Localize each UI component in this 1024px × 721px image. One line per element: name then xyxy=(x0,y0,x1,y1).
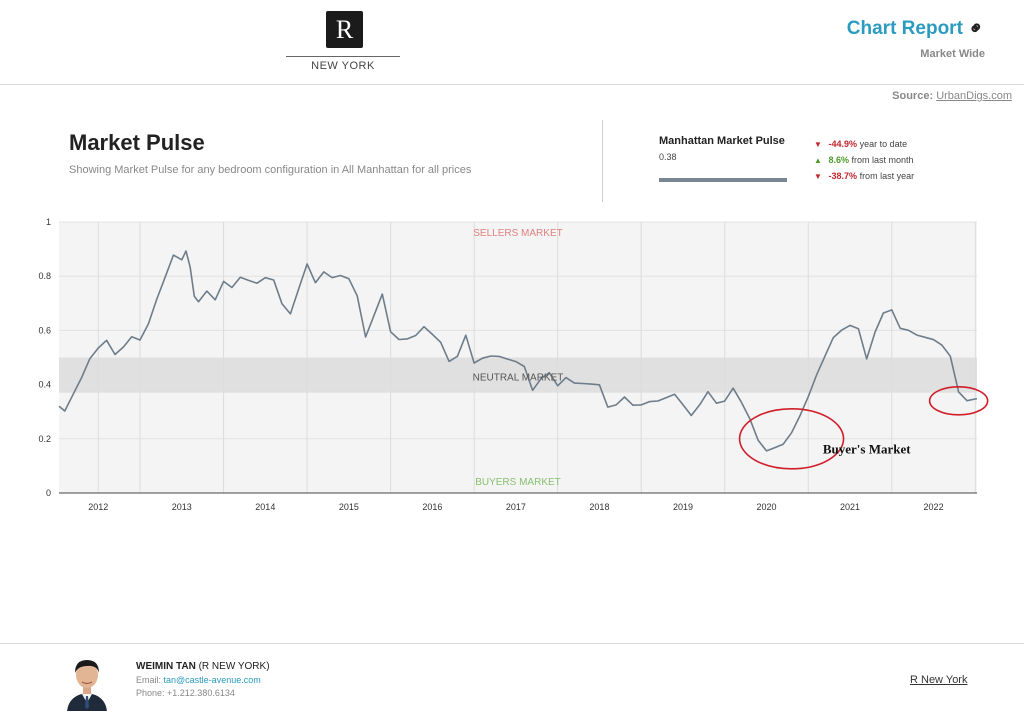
x-tick-label: 2021 xyxy=(840,502,860,512)
agent-name-text: WEIMIN TAN xyxy=(136,661,196,672)
source-link[interactable]: UrbanDigs.com xyxy=(936,90,1012,102)
x-tick-label: 2016 xyxy=(422,502,442,512)
x-tick-label: 2022 xyxy=(924,502,944,512)
sellers-market-label: SELLERS MARKET xyxy=(473,228,562,239)
agent-email: Email: tan@castle-avenue.com xyxy=(136,675,261,685)
change-row: ▼ -38.7% from last year xyxy=(814,171,914,181)
change-value: 8.6% xyxy=(828,155,850,165)
avatar xyxy=(63,651,111,711)
y-tick-label: 1 xyxy=(46,217,51,227)
header-divider xyxy=(0,84,1024,85)
y-tick-label: 0.6 xyxy=(38,325,51,335)
neutral-market-label: NEUTRAL MARKET xyxy=(473,372,564,383)
market-pulse-chart: 0 0.2 0.4 0.6 0.8 1 2012 2013 2014 2015 2016 2017 20… xyxy=(38,217,989,512)
y-tick-label: 0.4 xyxy=(38,380,51,390)
source-label: Source: xyxy=(892,90,934,102)
stat-value: 0.38 xyxy=(659,152,677,162)
change-row: ▲ 8.6% from last month xyxy=(814,155,914,165)
change-label: from last month xyxy=(851,155,914,165)
down-arrow-icon: ▼ xyxy=(814,172,822,181)
agent-name: WEIMIN TAN (R NEW YORK) xyxy=(136,661,270,672)
change-label: from last year xyxy=(859,171,915,181)
buyers-market-label: BUYERS MARKET xyxy=(475,477,561,488)
source-credit: Source: UrbanDigs.com xyxy=(892,90,1012,102)
y-tick-label: 0.2 xyxy=(38,434,51,444)
change-row: ▼ -44.9% year to date xyxy=(814,139,907,149)
agent-phone: Phone: +1.212.380.6134 xyxy=(136,688,235,698)
down-arrow-icon: ▼ xyxy=(814,140,822,149)
brand-website-link[interactable]: R New York xyxy=(910,674,968,686)
page-subtitle: Showing Market Pulse for any bedroom con… xyxy=(69,164,472,176)
summary-divider xyxy=(602,120,603,202)
link-icon[interactable]: ⚭ xyxy=(963,15,989,41)
x-tick-label: 2015 xyxy=(339,502,359,512)
footer-divider xyxy=(0,643,1024,644)
y-tick-label: 0 xyxy=(46,488,51,498)
annotation-circle xyxy=(738,408,845,470)
logo-divider xyxy=(286,56,400,57)
x-tick-label: 2014 xyxy=(255,502,275,512)
report-subtitle: Market Wide xyxy=(920,48,985,60)
logo-city: NEW YORK xyxy=(311,60,375,72)
x-tick-label: 2013 xyxy=(172,502,192,512)
agent-company: (R NEW YORK) xyxy=(198,661,270,672)
email-label: Email: xyxy=(136,675,162,685)
email-link[interactable]: tan@castle-avenue.com xyxy=(163,675,261,685)
series-line xyxy=(58,250,978,452)
x-tick-label: 2020 xyxy=(756,502,776,512)
page-title: Market Pulse xyxy=(69,130,205,155)
annotation-circle xyxy=(928,386,989,416)
report-title: Chart Report xyxy=(846,18,963,39)
x-tick-label: 2017 xyxy=(506,502,526,512)
change-value: -38.7% xyxy=(828,171,858,181)
stat-bar xyxy=(659,178,787,182)
up-arrow-icon: ▲ xyxy=(814,156,822,165)
change-label: year to date xyxy=(859,139,908,149)
y-tick-label: 0.8 xyxy=(38,271,51,281)
x-tick-label: 2019 xyxy=(673,502,693,512)
buyers-market-annotation: Buyer's Market xyxy=(823,442,911,457)
x-tick-label: 2012 xyxy=(88,502,108,512)
brand-logo: R xyxy=(326,11,363,48)
change-value: -44.9% xyxy=(828,139,858,149)
stat-title: Manhattan Market Pulse xyxy=(659,135,785,147)
report-title-link[interactable]: Chart Report⚭ xyxy=(846,16,989,41)
x-tick-label: 2018 xyxy=(589,502,609,512)
